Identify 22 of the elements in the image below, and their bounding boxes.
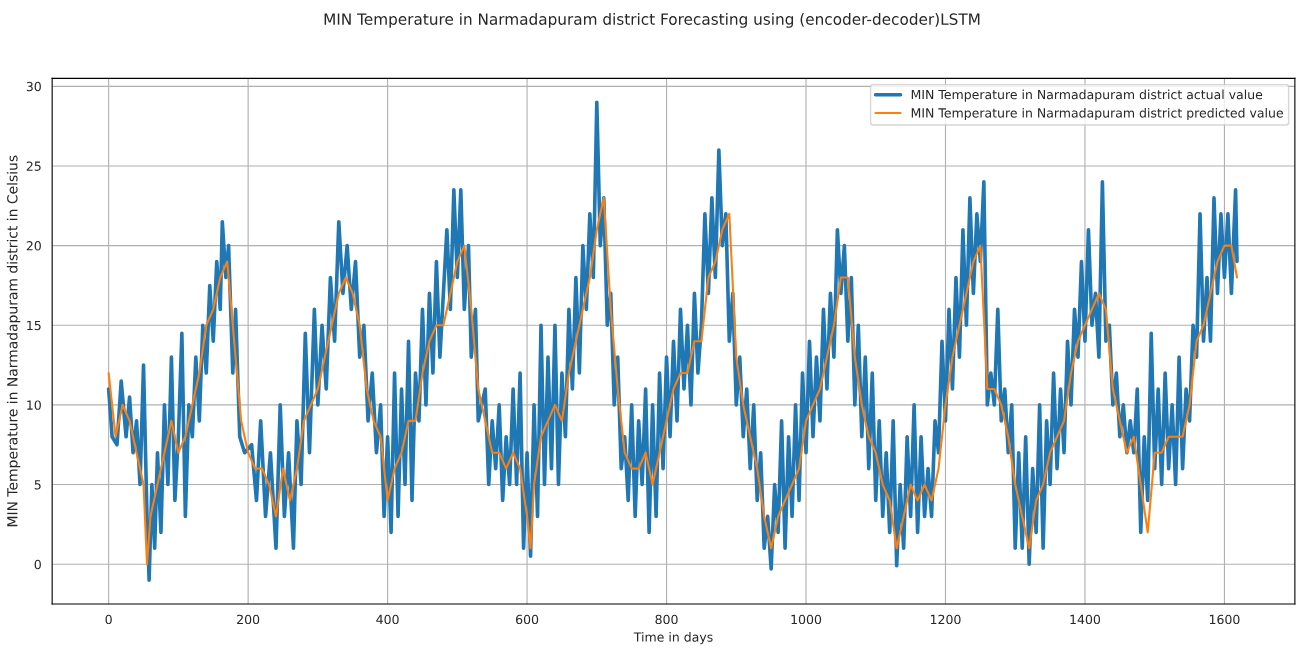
- y-tick-label: 25: [26, 161, 41, 171]
- line-series: [107, 196, 1239, 566]
- chart-title: MIN Temperature in Narmadapuram district Forecasting using (encoder-decoder)LSTM: [324, 13, 980, 28]
- y-tick-label: 5: [34, 480, 41, 490]
- x-tick-label: 400: [376, 614, 399, 625]
- legend-label: MIN Temperature in Narmadapuram district predicted value: [911, 107, 1283, 121]
- y-tick-label: 0: [34, 559, 41, 570]
- x-tick-label: 0: [105, 614, 112, 625]
- y-axis-title: MIN Temperature in Narmadapuram district in Celsius: [6, 155, 21, 527]
- x-tick-label: 1600: [1209, 614, 1240, 625]
- y-tick-label: 15: [27, 320, 41, 331]
- x-tick-label: 200: [237, 614, 260, 625]
- x-tick-label: 1400: [1070, 614, 1101, 625]
- legend-label: MIN Temperature in Narmadapuram district actual value: [911, 89, 1263, 102]
- y-tick-label: 10: [27, 400, 41, 410]
- x-tick-label: 800: [655, 614, 678, 625]
- x-tick-label: 1000: [791, 614, 822, 625]
- x-tick-label: 1200: [930, 614, 961, 625]
- x-axis-title: Time in days: [633, 632, 713, 645]
- x-tick-label: 600: [516, 614, 539, 625]
- y-tick-label: 30: [26, 81, 41, 92]
- y-tick-label: 20: [26, 241, 41, 251]
